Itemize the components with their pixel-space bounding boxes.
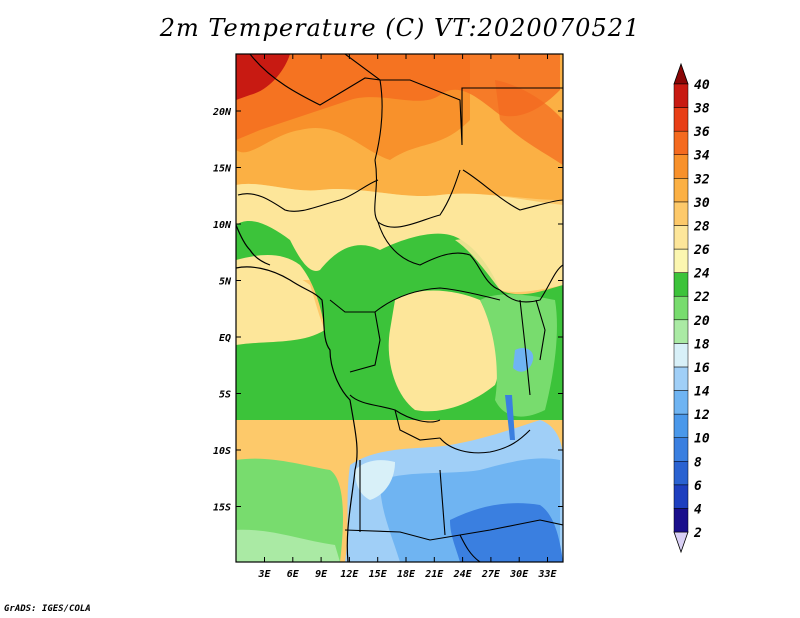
lon-tick-label: 30E: [509, 569, 529, 580]
colorbar-label: 28: [693, 219, 710, 234]
colorbar-bin: [673, 343, 689, 368]
lon-tick-label: 15E: [369, 569, 388, 580]
colorbar-label: 40: [694, 78, 710, 93]
lon-tick-label: 24E: [453, 569, 473, 580]
lat-tick-label: 20N: [212, 107, 232, 118]
colorbar-label: 8: [694, 455, 702, 470]
map-field: [236, 54, 563, 562]
lat-tick-label: 5N: [219, 277, 232, 288]
field-angola-light: [355, 460, 395, 500]
colorbar-label: 30: [693, 196, 710, 211]
lon-tick-label: 12E: [340, 569, 359, 580]
field-hot-east: [495, 80, 563, 165]
colorbar-label: 36: [693, 125, 710, 140]
field-hottest-nw: [236, 54, 290, 100]
colorbar-label: 34: [693, 149, 710, 164]
lon-tick-label: 21E: [424, 569, 444, 580]
lake-victoria: [513, 348, 534, 372]
longitude-axis: 3E 6E 9E 12E 15E 18E 21E 24E 27E 30E 33E: [257, 54, 558, 580]
colorbar-label: 4: [694, 502, 702, 517]
field-very-hot: [236, 54, 560, 140]
colorbar-label: 16: [694, 361, 710, 376]
lon-tick-label: 9E: [315, 569, 328, 580]
lat-tick-label: EQ: [219, 333, 231, 344]
colorbar-label: 20: [693, 314, 710, 329]
coastline: [236, 224, 358, 562]
colorbar-bin: [673, 248, 689, 273]
lon-tick-label: 3E: [257, 569, 271, 580]
latitude-axis: 20N 15N 10N 5N EQ 5S 10S 15S: [212, 107, 563, 514]
colorbar-bin: [673, 484, 689, 509]
colorbar-bin: [673, 83, 689, 108]
colorbar-bin: [673, 225, 689, 250]
map-title: 2m Temperature (C) VT:2020070521: [159, 14, 641, 42]
lon-tick-label: 6E: [287, 569, 300, 580]
lat-tick-label: 10S: [213, 446, 231, 457]
colorbar-bin: [673, 437, 689, 462]
lat-tick-label: 5S: [219, 390, 231, 401]
colorbar-label: 12: [694, 408, 710, 423]
colorbar-label: 22: [693, 290, 710, 305]
colorbar-bin: [673, 461, 689, 486]
lat-tick-label: 10N: [213, 220, 232, 231]
lat-tick-label: 15N: [213, 164, 232, 175]
colorbar-bin: [673, 319, 689, 344]
map-frame: [235, 53, 564, 563]
lon-tick-label: 18E: [397, 569, 416, 580]
colorbar-bin: [673, 201, 689, 226]
country-borders: [237, 54, 563, 562]
colorbar-label: 6: [694, 479, 702, 494]
colorbar-bin: [673, 390, 689, 415]
colorbar-label: 2: [693, 526, 702, 541]
colorbar-over-triangle: [673, 62, 689, 85]
lon-tick-label: 33E: [537, 569, 557, 580]
grads-credit: GrADS: IGES/COLA: [4, 604, 91, 614]
colorbar-label: 38: [693, 102, 710, 117]
colorbar-bin: [673, 130, 689, 155]
field-east-yellow: [455, 238, 563, 293]
colorbar-bin: [673, 413, 689, 438]
field-congo-basin: [388, 290, 500, 412]
field-sw-lightgreen: [236, 529, 340, 562]
colorbar-bin: [673, 272, 689, 297]
colorbar-label: 32: [693, 172, 710, 187]
lake-tanganyika: [505, 395, 515, 440]
colorbar-label: 10: [694, 432, 710, 447]
colorbar-bin: [673, 295, 689, 321]
field-gulf: [236, 264, 325, 345]
field-south-blue-dark: [450, 503, 563, 562]
colorbar-label: 18: [694, 337, 710, 352]
colorbar-bin: [673, 508, 689, 533]
colorbar-bin: [673, 107, 689, 132]
lat-tick-label: 15S: [213, 503, 231, 514]
colorbar-label: 14: [694, 385, 710, 400]
lon-tick-label: 27E: [481, 569, 501, 580]
colorbar-label: 24: [693, 267, 710, 282]
colorbar-label: 26: [693, 243, 710, 258]
colorbar-under-triangle: [673, 531, 689, 554]
colorbar-bin: [673, 154, 689, 179]
colorbar-bin: [673, 366, 689, 391]
colorbar-bin: [673, 178, 689, 203]
